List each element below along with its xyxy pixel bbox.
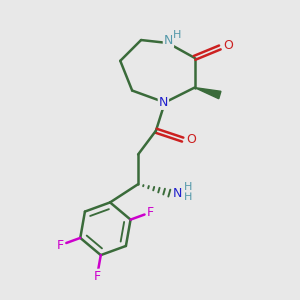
Text: N: N bbox=[164, 34, 173, 47]
Text: H: H bbox=[173, 30, 182, 40]
Text: F: F bbox=[57, 239, 64, 252]
Text: H: H bbox=[184, 182, 192, 192]
Text: O: O bbox=[186, 133, 196, 146]
Text: F: F bbox=[147, 206, 154, 219]
Text: N: N bbox=[173, 187, 182, 200]
Text: H: H bbox=[184, 192, 192, 202]
Text: N: N bbox=[159, 96, 168, 109]
Polygon shape bbox=[195, 88, 221, 99]
Text: F: F bbox=[94, 270, 100, 283]
Text: O: O bbox=[223, 40, 233, 52]
